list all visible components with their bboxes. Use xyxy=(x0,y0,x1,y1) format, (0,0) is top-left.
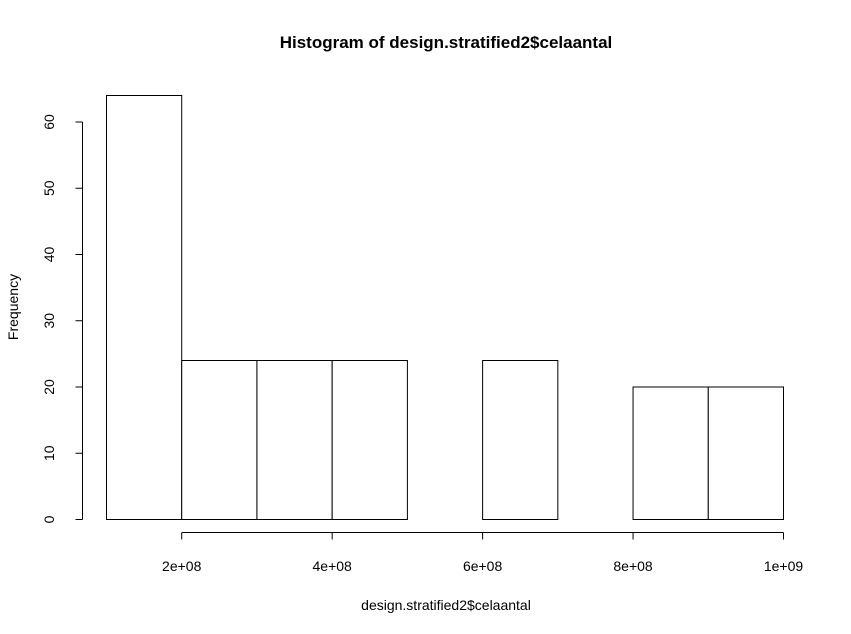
x-tick-label: 4e+08 xyxy=(313,558,353,574)
x-tick-label: 8e+08 xyxy=(613,558,653,574)
y-tick-label: 20 xyxy=(41,379,57,395)
histogram-bar-4 xyxy=(331,360,408,520)
x-tick-label: 2e+08 xyxy=(162,558,202,574)
y-axis-label: Frequency xyxy=(5,274,21,340)
histogram-bar-9 xyxy=(707,386,784,520)
histogram-bar-2 xyxy=(181,360,258,520)
y-tick-label: 0 xyxy=(41,515,57,523)
histogram-bar-6 xyxy=(482,360,559,520)
y-tick-label: 30 xyxy=(41,313,57,329)
x-tick-label: 6e+08 xyxy=(463,558,503,574)
y-axis: 0 10 20 30 40 50 60 xyxy=(41,114,83,523)
histogram-bar-1 xyxy=(106,95,183,520)
y-tick-label: 40 xyxy=(41,247,57,263)
y-tick-label: 50 xyxy=(41,180,57,196)
bars-group xyxy=(106,95,784,520)
chart-title: Histogram of design.stratified2$celaanta… xyxy=(280,33,613,52)
x-axis-label: design.stratified2$celaantal xyxy=(361,597,531,613)
x-axis: 2e+08 4e+08 6e+08 8e+08 1e+09 xyxy=(162,532,804,574)
x-tick-label: 1e+09 xyxy=(764,558,804,574)
y-tick-label: 60 xyxy=(41,114,57,130)
histogram-bar-8 xyxy=(632,386,709,520)
y-tick-label: 10 xyxy=(41,445,57,461)
histogram-bar-3 xyxy=(256,360,333,520)
